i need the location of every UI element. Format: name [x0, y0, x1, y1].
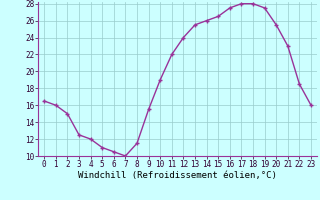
X-axis label: Windchill (Refroidissement éolien,°C): Windchill (Refroidissement éolien,°C)	[78, 171, 277, 180]
